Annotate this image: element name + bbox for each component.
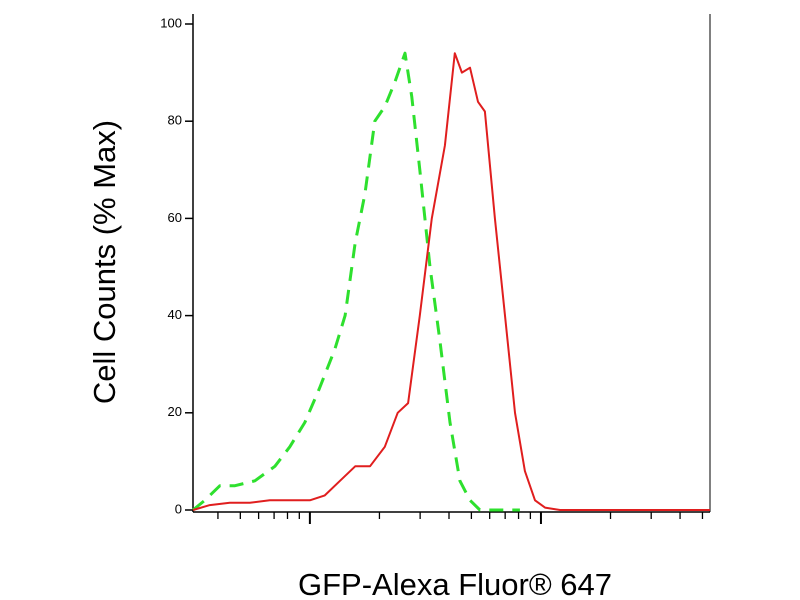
x-axis-title: GFP-Alexa Fluor® 647 [298,567,612,600]
y-tick-label: 20 [168,404,182,419]
histogram-line [192,51,520,512]
histogram-line [192,52,710,511]
y-tick-label: 100 [160,15,182,30]
y-axis-title: Cell Counts (% Max) [87,120,122,404]
y-tick-label: 0 [175,501,182,516]
y-tick-label: 80 [168,113,182,128]
y-tick-label: 40 [168,307,182,322]
y-tick-label: 60 [168,210,182,225]
